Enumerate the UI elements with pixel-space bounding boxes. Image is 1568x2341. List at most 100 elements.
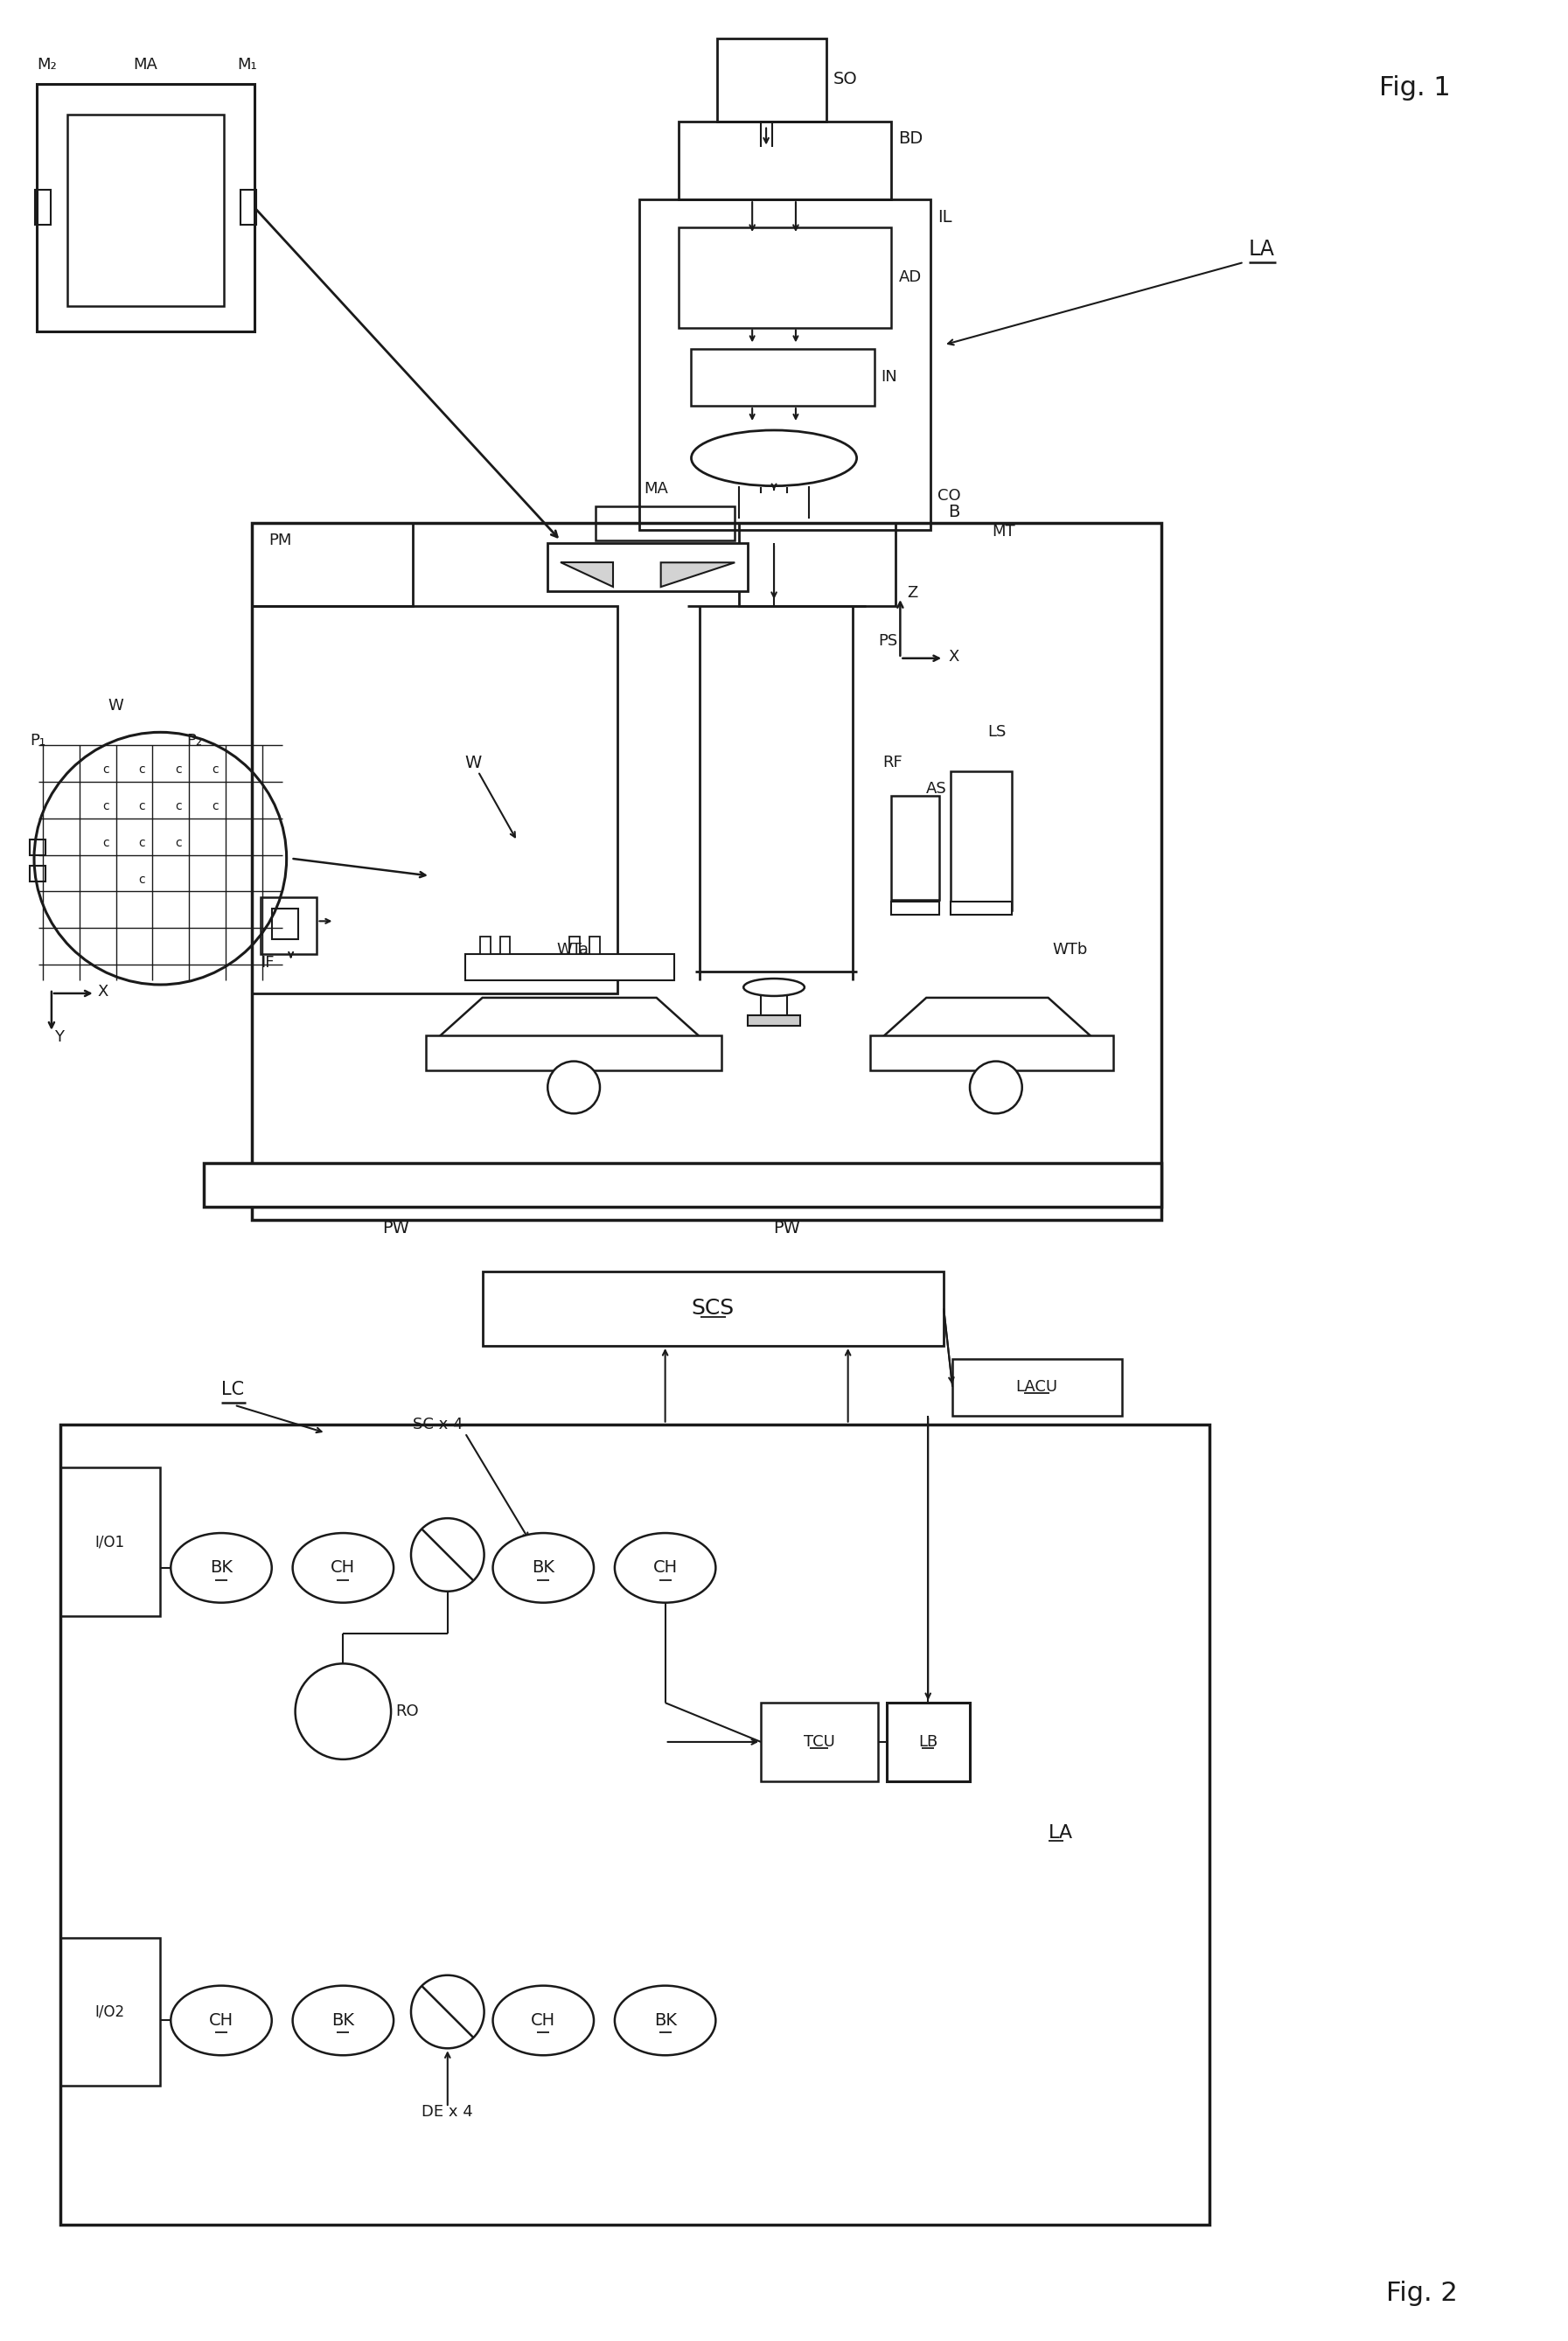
Text: BK: BK xyxy=(332,2013,354,2030)
Text: c: c xyxy=(176,801,182,812)
Text: SO: SO xyxy=(833,70,858,87)
Text: IL: IL xyxy=(938,208,952,225)
Text: Y: Y xyxy=(55,1030,64,1044)
Text: MT: MT xyxy=(991,524,1014,541)
Ellipse shape xyxy=(615,1985,715,2055)
Text: AS: AS xyxy=(927,782,947,796)
Text: CH: CH xyxy=(652,1559,677,1575)
Bar xyxy=(760,1702,878,1782)
Text: IN: IN xyxy=(881,370,897,384)
Text: M₁: M₁ xyxy=(237,56,257,73)
Text: BK: BK xyxy=(532,1559,555,1575)
Bar xyxy=(466,955,674,981)
Bar xyxy=(892,796,939,901)
Text: MA: MA xyxy=(133,56,158,73)
Text: AD: AD xyxy=(898,269,922,286)
Bar xyxy=(892,901,939,915)
Text: BD: BD xyxy=(898,131,924,147)
Text: DE x 4: DE x 4 xyxy=(422,2105,474,2119)
Text: LA: LA xyxy=(1248,239,1275,260)
Bar xyxy=(718,37,826,122)
Ellipse shape xyxy=(743,979,804,995)
Text: I/O2: I/O2 xyxy=(96,2004,125,2020)
Text: W: W xyxy=(108,698,124,714)
Ellipse shape xyxy=(615,1533,715,1604)
Text: CO: CO xyxy=(938,487,961,503)
Circle shape xyxy=(411,1976,485,2048)
Text: M₂: M₂ xyxy=(36,56,56,73)
Polygon shape xyxy=(439,997,699,1037)
Text: LS: LS xyxy=(988,723,1007,740)
Bar xyxy=(60,1938,160,2086)
Bar xyxy=(569,936,580,955)
Text: P₁: P₁ xyxy=(30,733,45,749)
Text: TCU: TCU xyxy=(803,1735,834,1749)
Text: WTb: WTb xyxy=(1052,941,1088,957)
Bar xyxy=(60,1423,1209,2224)
Text: c: c xyxy=(176,836,182,850)
Text: LA: LA xyxy=(1047,1824,1073,1842)
Text: RO: RO xyxy=(395,1704,419,1718)
Text: c: c xyxy=(138,873,146,885)
Circle shape xyxy=(295,1664,390,1760)
Bar xyxy=(252,606,618,993)
Circle shape xyxy=(411,1519,485,1592)
Text: c: c xyxy=(212,763,218,775)
Bar xyxy=(870,1035,1113,1070)
Text: c: c xyxy=(102,801,108,812)
Text: c: c xyxy=(102,763,108,775)
Bar xyxy=(426,1035,721,1070)
Bar xyxy=(748,1016,800,1025)
Text: CH: CH xyxy=(209,2013,234,2030)
Bar xyxy=(480,936,491,955)
Text: SCS: SCS xyxy=(691,1297,734,1318)
Bar xyxy=(640,199,931,531)
Bar xyxy=(260,897,317,955)
Polygon shape xyxy=(660,562,735,588)
Text: PW: PW xyxy=(773,1220,801,1236)
Bar xyxy=(679,122,892,199)
Polygon shape xyxy=(561,562,613,588)
Bar xyxy=(887,1702,971,1782)
Text: SC x 4: SC x 4 xyxy=(412,1416,463,1433)
Text: Fig. 2: Fig. 2 xyxy=(1386,2280,1457,2306)
Text: c: c xyxy=(138,836,146,850)
Ellipse shape xyxy=(171,1985,271,2055)
Bar xyxy=(36,84,254,332)
Text: P₂: P₂ xyxy=(187,733,202,749)
Text: c: c xyxy=(212,801,218,812)
Text: PM: PM xyxy=(270,534,292,548)
Bar xyxy=(679,227,892,328)
Bar xyxy=(30,840,45,854)
Bar xyxy=(34,190,50,225)
Text: LC: LC xyxy=(221,1381,245,1398)
Bar xyxy=(739,524,895,606)
Polygon shape xyxy=(883,997,1091,1037)
Text: LACU: LACU xyxy=(1016,1379,1058,1395)
Bar xyxy=(952,1358,1123,1416)
Ellipse shape xyxy=(492,1533,594,1604)
Ellipse shape xyxy=(492,1985,594,2055)
Text: Z: Z xyxy=(908,585,917,602)
Text: B: B xyxy=(949,503,960,520)
Text: MA: MA xyxy=(643,480,668,496)
Bar xyxy=(950,773,1011,911)
Text: BK: BK xyxy=(210,1559,232,1575)
Text: c: c xyxy=(102,836,108,850)
Ellipse shape xyxy=(171,1533,271,1604)
Bar xyxy=(30,866,45,880)
Text: c: c xyxy=(138,801,146,812)
Bar xyxy=(240,190,256,225)
Bar xyxy=(483,1271,944,1346)
Text: PS: PS xyxy=(878,632,898,648)
Text: c: c xyxy=(138,763,146,775)
Text: PW: PW xyxy=(383,1220,409,1236)
Text: WTa: WTa xyxy=(557,941,588,957)
Text: RF: RF xyxy=(883,754,903,770)
Bar xyxy=(60,1468,160,1615)
Bar xyxy=(950,901,1011,915)
Bar xyxy=(252,524,412,606)
Text: I/O1: I/O1 xyxy=(96,1533,125,1550)
Bar xyxy=(67,115,224,307)
Bar xyxy=(596,506,735,541)
